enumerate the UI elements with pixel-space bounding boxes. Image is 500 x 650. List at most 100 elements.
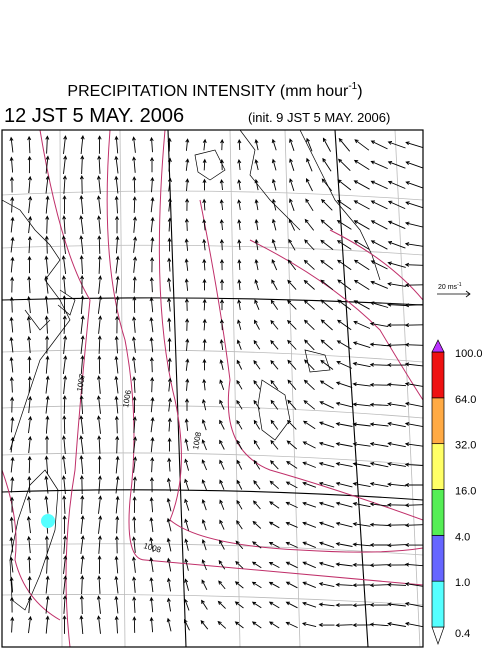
wind-vector <box>236 399 243 410</box>
wind-vector <box>353 200 370 210</box>
wind-vector <box>303 279 315 290</box>
wind-vector <box>404 303 423 308</box>
wind-vector <box>149 576 154 593</box>
wind-vector <box>353 279 370 290</box>
coastline <box>2 130 381 611</box>
wind-vector <box>10 416 15 433</box>
wind-vector <box>184 218 189 231</box>
wind-vector <box>369 441 389 447</box>
wind-vector <box>236 439 243 450</box>
wind-vector <box>287 259 297 271</box>
wind-vector <box>63 535 67 554</box>
wind-vector <box>387 323 407 328</box>
wind-vector <box>387 421 406 428</box>
wind-vector <box>114 395 119 414</box>
wind-vector <box>387 441 406 448</box>
wind-vector <box>219 258 224 271</box>
wind-vector <box>236 499 243 510</box>
graticule <box>2 130 423 647</box>
wind-vector <box>167 237 172 252</box>
wind-vector <box>132 376 137 393</box>
wind-vector <box>63 135 68 154</box>
wind-vector <box>27 575 32 594</box>
title-text: PRECIPITATION INTENSITY (mm hour <box>67 83 349 100</box>
wind-vector <box>202 358 207 371</box>
wind-vector <box>370 240 388 250</box>
wind-vector <box>202 238 207 251</box>
wind-vector <box>9 136 14 153</box>
wind-vector <box>405 141 423 149</box>
wind-vector <box>353 220 370 230</box>
wind-vector <box>387 563 407 568</box>
wind-vector <box>285 541 298 548</box>
wind-vector <box>97 135 102 154</box>
wind-vector <box>133 256 138 273</box>
wind-vector <box>63 335 68 354</box>
wind-vector <box>26 495 31 514</box>
wind-vector <box>45 335 50 354</box>
wind-vector <box>405 181 423 189</box>
wind-vector <box>97 475 102 494</box>
wind-vector <box>79 195 84 215</box>
wind-vector <box>80 535 85 554</box>
wind-vector <box>114 535 119 554</box>
wind-vector <box>318 541 335 548</box>
wind-vector <box>303 259 315 270</box>
wind-vector <box>202 178 207 191</box>
wind-vector <box>318 461 335 468</box>
wind-vector <box>10 236 15 253</box>
wind-vector <box>352 623 371 628</box>
wind-vector <box>335 461 353 468</box>
wind-vector <box>219 379 225 390</box>
wind-vector <box>45 375 50 394</box>
wind-vector <box>10 476 15 493</box>
wind-vector <box>254 299 260 310</box>
wind-vector <box>237 159 242 171</box>
wind-vector <box>201 579 208 591</box>
wind-vector <box>352 462 371 467</box>
wind-vector <box>269 501 280 509</box>
wind-vector <box>133 456 138 473</box>
wind-vector <box>150 436 155 453</box>
wind-vector <box>9 376 14 393</box>
wind-vector <box>149 616 154 633</box>
wind-vector <box>302 481 317 488</box>
wind-vector <box>254 159 259 171</box>
wind-vector <box>61 275 66 294</box>
wind-vector <box>353 320 371 329</box>
wind-vector <box>132 276 137 293</box>
wind-vector <box>370 140 388 150</box>
wind-vector <box>271 258 278 271</box>
wind-vector <box>369 422 389 427</box>
wind-vector <box>217 600 226 609</box>
wind-vector <box>80 355 85 375</box>
wind-vector <box>132 576 137 593</box>
wind-vector <box>352 562 371 567</box>
wind-vector <box>320 259 334 270</box>
wind-vector <box>9 156 14 173</box>
wind-vector <box>167 177 172 192</box>
wind-vector <box>318 501 335 508</box>
colorbar-segment <box>431 580 445 628</box>
wind-vector <box>369 342 389 347</box>
wind-vector <box>369 602 389 607</box>
wind-vector <box>62 315 67 334</box>
wind-vector <box>387 180 406 189</box>
wind-vector <box>133 436 138 453</box>
wind-vector <box>285 501 298 509</box>
wind-vector <box>28 615 33 634</box>
wind-vector <box>236 479 243 490</box>
wind-vector <box>235 540 244 550</box>
wind-vector <box>404 523 423 528</box>
wind-vector <box>320 319 333 331</box>
wind-vector <box>352 422 371 427</box>
wind-vector <box>114 375 119 394</box>
wind-vector <box>167 297 172 312</box>
wind-vector <box>270 319 279 330</box>
wind-vector <box>219 539 225 550</box>
wind-vector <box>79 474 84 495</box>
wind-vector <box>219 158 224 171</box>
wind-vector <box>369 622 389 627</box>
title: PRECIPITATION INTENSITY (mm hour-1) <box>67 81 362 100</box>
wind-vector <box>352 481 371 488</box>
